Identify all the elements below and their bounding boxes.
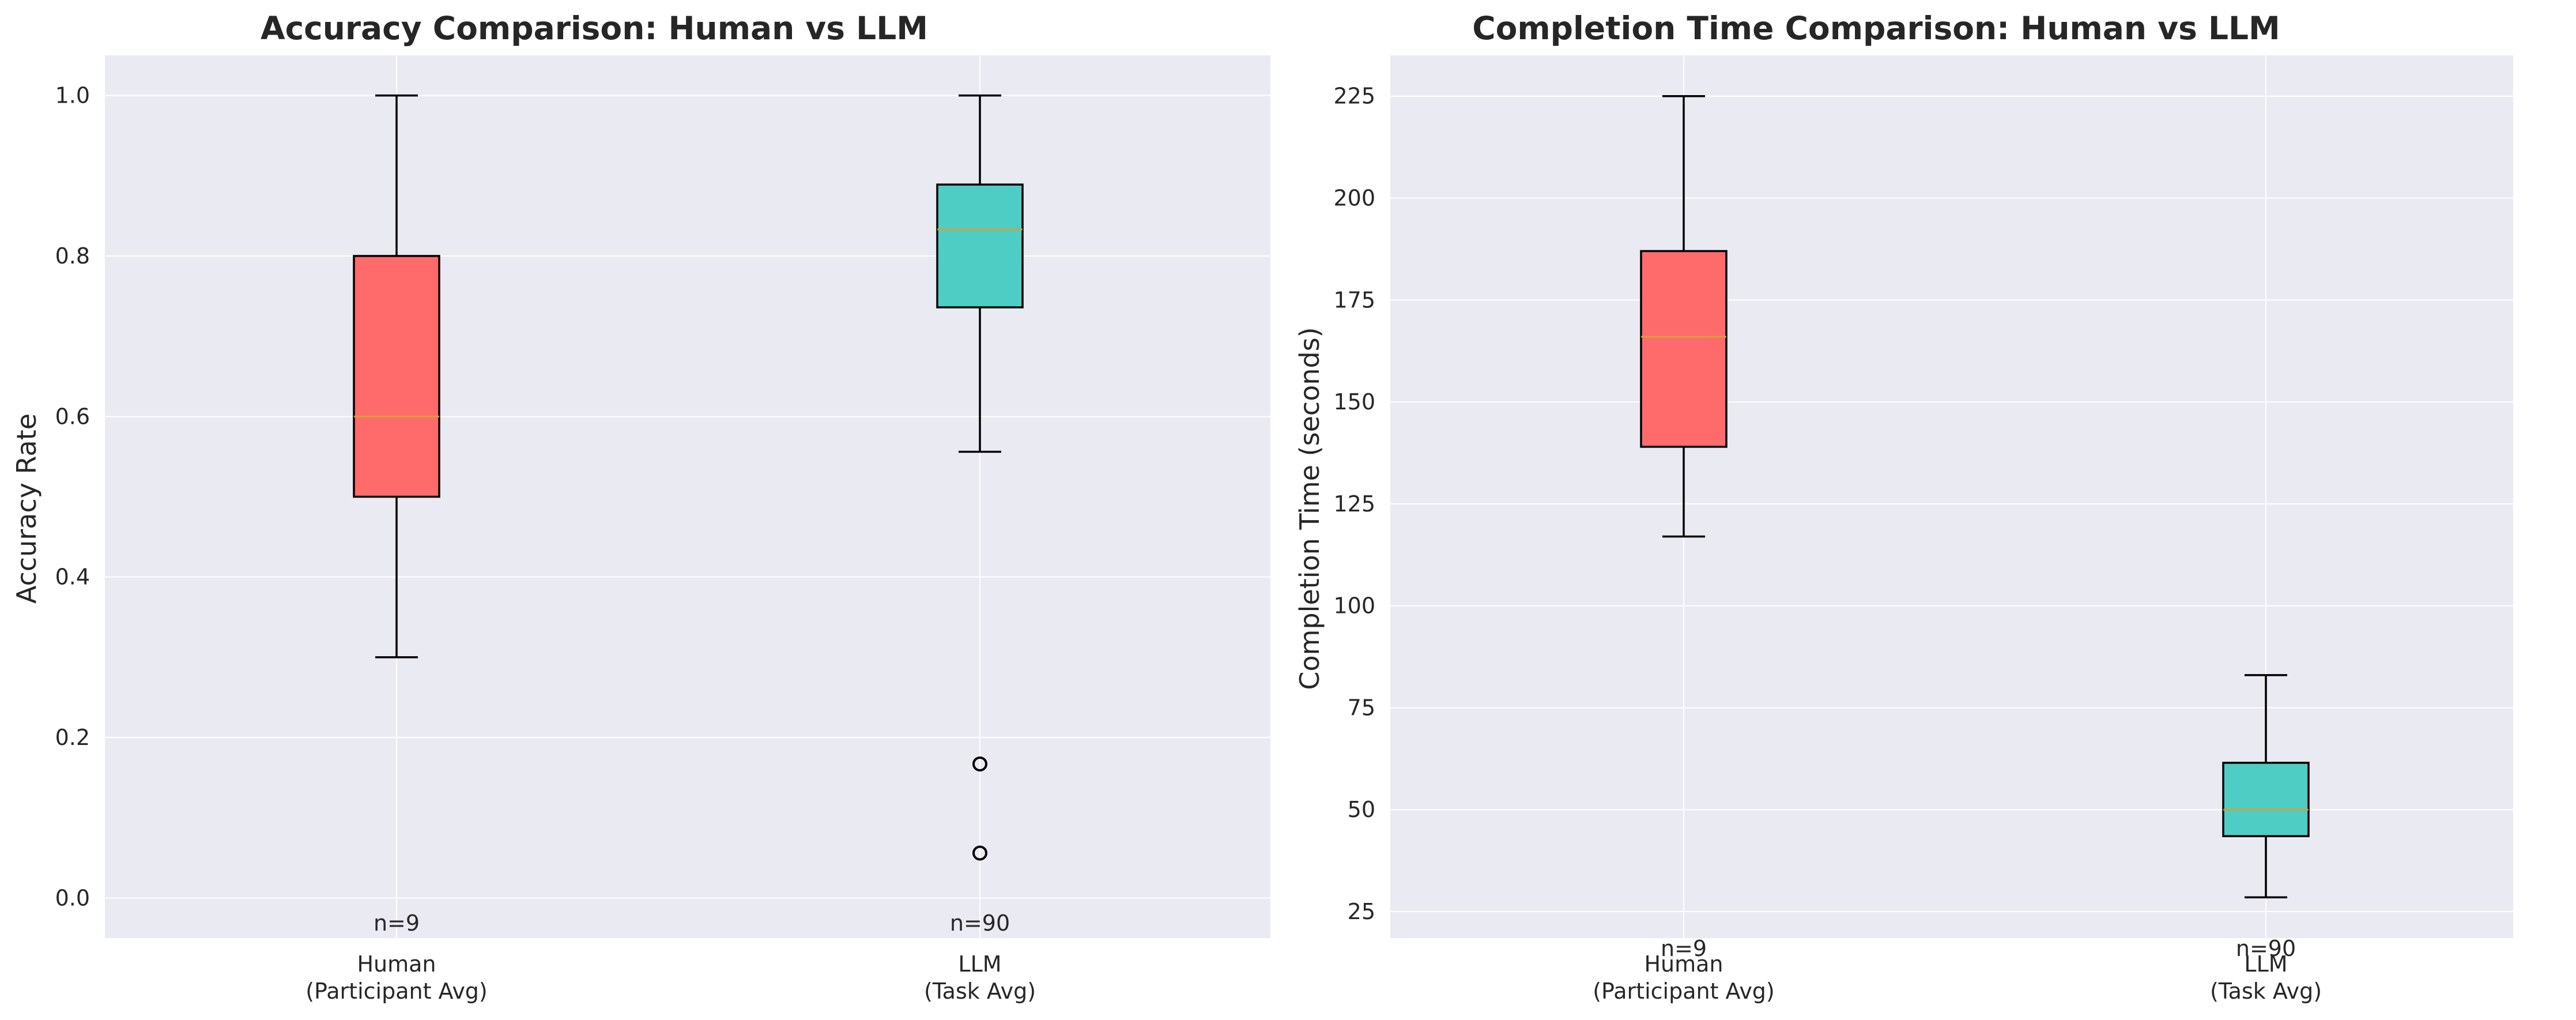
- y-tick-label: 175: [1333, 287, 1375, 313]
- y-tick-label: 1.0: [55, 83, 90, 108]
- plot-background: [105, 55, 1270, 938]
- sample-size-label: n=90: [2236, 936, 2296, 961]
- x-tick-sublabel: (Participant Avg): [1593, 978, 1775, 1004]
- box-llm: [2222, 762, 2310, 837]
- sample-size-label: n=9: [1661, 936, 1707, 961]
- y-tick-label: 125: [1333, 491, 1375, 517]
- box-human: [353, 255, 440, 498]
- x-tick-sublabel: (Participant Avg): [306, 978, 488, 1004]
- y-axis-label: Completion Time (seconds): [1294, 327, 1325, 690]
- y-tick-label: 0.0: [55, 885, 90, 910]
- y-tick-label: 150: [1333, 389, 1375, 415]
- y-tick-label: 0.2: [55, 725, 90, 750]
- x-tick-label: Human: [1644, 951, 1723, 977]
- y-tick-label: 0.8: [55, 243, 90, 269]
- y-tick-label: 50: [1348, 797, 1375, 822]
- box-llm: [936, 183, 1024, 308]
- x-tick-sublabel: (Task Avg): [924, 978, 1036, 1004]
- sample-size-label: n=9: [374, 910, 420, 936]
- box-human: [1640, 250, 1728, 448]
- completion-time-chart: Completion Time Comparison: Human vs LLM…: [1294, 10, 2513, 1004]
- outlier-point: [972, 756, 987, 771]
- plot-background: [1390, 55, 2513, 938]
- x-tick-label: LLM: [958, 951, 1001, 977]
- y-tick-label: 25: [1348, 899, 1375, 924]
- sample-size-label: n=90: [950, 910, 1010, 936]
- y-tick-label: 200: [1333, 186, 1375, 211]
- y-tick-label: 225: [1333, 84, 1375, 109]
- chart-title: Accuracy Comparison: Human vs LLM: [261, 10, 928, 47]
- y-tick-label: 100: [1333, 593, 1375, 619]
- x-tick-label: LLM: [2244, 951, 2287, 977]
- x-tick-sublabel: (Task Avg): [2210, 978, 2322, 1004]
- chart-title: Completion Time Comparison: Human vs LLM: [1472, 10, 2280, 47]
- x-tick-label: Human: [357, 951, 436, 977]
- y-tick-label: 0.4: [55, 564, 90, 590]
- y-axis-label: Accuracy Rate: [11, 413, 42, 604]
- y-tick-label: 75: [1348, 695, 1375, 720]
- outlier-point: [972, 845, 987, 861]
- accuracy-chart: Accuracy Comparison: Human vs LLM Accura…: [11, 10, 1270, 1004]
- y-tick-label: 0.6: [55, 404, 90, 429]
